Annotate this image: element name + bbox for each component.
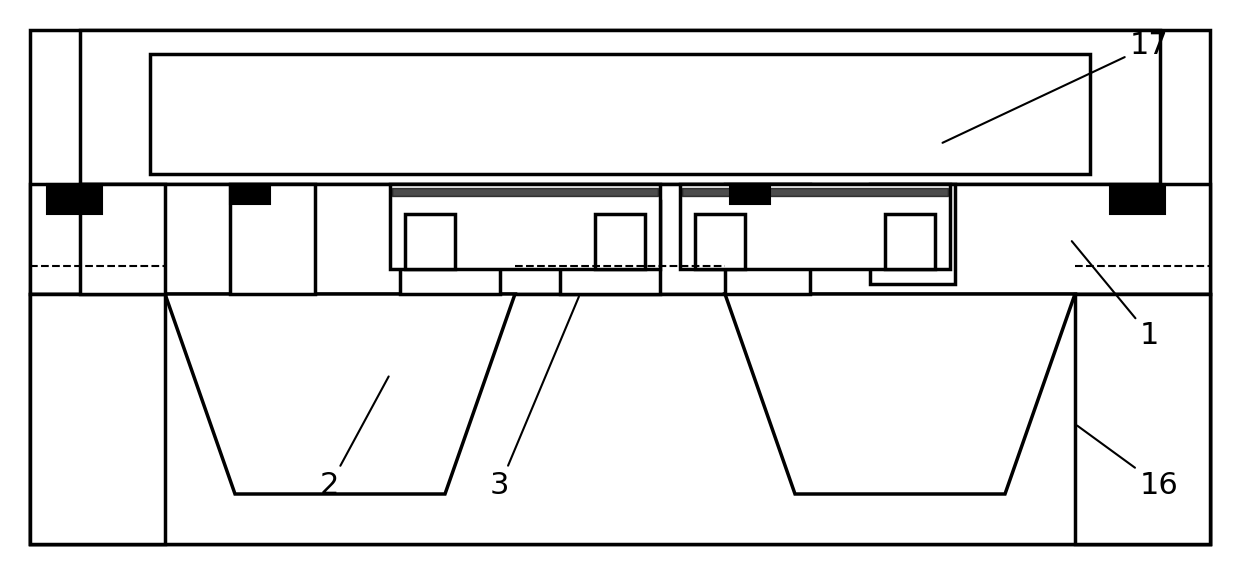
Bar [885,214,935,269]
Bar [30,294,165,544]
Polygon shape [165,294,515,494]
Bar [81,30,1159,184]
Bar [1075,294,1210,544]
Bar [694,214,745,269]
Bar [730,184,770,204]
Bar [30,30,1210,544]
Bar [30,294,1210,544]
Text: 3: 3 [490,297,579,500]
Bar [391,184,660,269]
Text: 17: 17 [942,31,1169,143]
Bar [405,214,455,269]
Bar [30,184,1210,294]
Text: 16: 16 [1078,426,1179,500]
Bar [229,184,315,294]
Bar [725,184,810,294]
Text: 2: 2 [320,377,388,500]
Bar [150,54,1090,174]
Bar [1110,184,1166,214]
Bar [870,184,955,284]
Bar [229,184,270,204]
Bar [81,184,165,294]
Text: 1: 1 [1071,241,1159,350]
Bar [560,200,660,294]
Bar [401,200,500,294]
Bar [47,184,102,214]
Bar [680,184,950,269]
Bar [595,214,645,269]
Polygon shape [725,294,1075,494]
